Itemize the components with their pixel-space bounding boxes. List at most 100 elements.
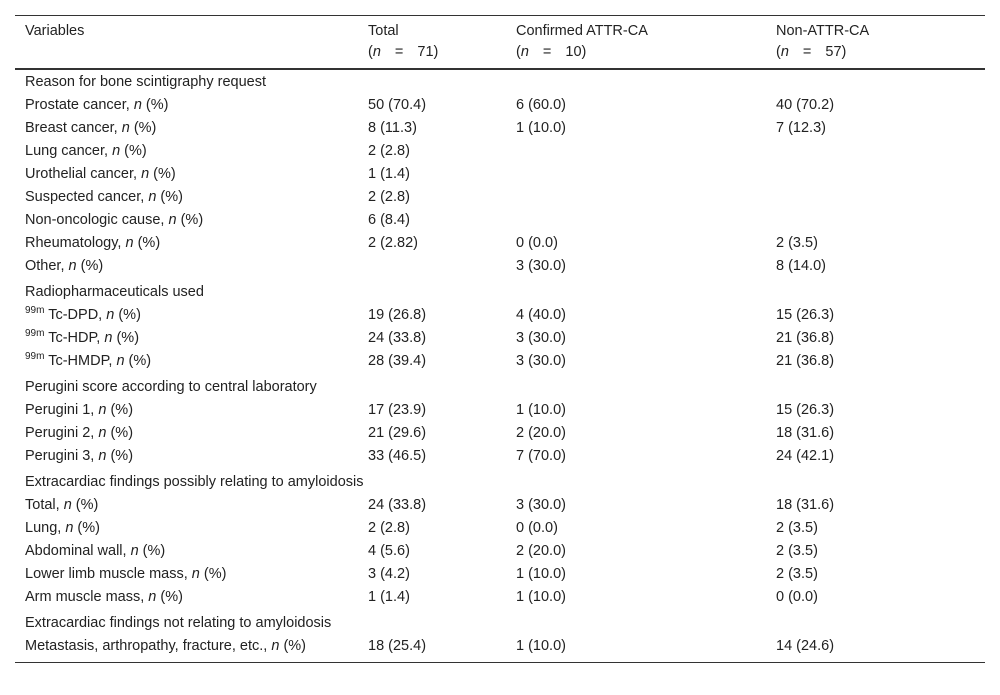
label-part: n [148, 589, 157, 605]
row-label-cell: Metastasis, arthropathy, fracture, etc.,… [15, 635, 368, 663]
row-label-cell: Other, n (%) [15, 255, 368, 278]
row-label-cell: Arm muscle mass, n (%) [15, 586, 368, 609]
label-part: (%) [279, 638, 307, 654]
label-part: (%) [71, 497, 99, 513]
sample-part: = [394, 44, 404, 60]
value-cell: 3 (4.2) [368, 566, 410, 582]
label-part: n [63, 497, 72, 513]
label-part: n [125, 235, 134, 251]
label-part: n [133, 97, 142, 113]
value-cell: 6 (60.0) [516, 97, 566, 113]
empty-cell [776, 186, 985, 209]
label-superscript: 99m [25, 351, 45, 362]
label-part: Rheumatology, [25, 235, 126, 251]
row-label-cell: Prostate cancer, n (%) [15, 94, 368, 117]
column-header: Non-ATTR-CA (n = 57) [776, 16, 985, 70]
row-label: Suspected cancer, n (%) [25, 186, 183, 209]
value-cell: 3 (30.0) [516, 353, 566, 369]
label-part: Non-oncologic cause, [25, 212, 169, 228]
data-table: Variables Total (n = 71) Confirmed ATTR-CA (n =… [15, 15, 985, 663]
label-part: (%) [138, 543, 166, 559]
label-superscript: 99m [25, 305, 45, 316]
sample-part: ( [776, 44, 781, 60]
label-part: n [121, 120, 130, 136]
row-label: Perugini 2, n (%) [25, 422, 133, 445]
row-label: Lung cancer, n (%) [25, 140, 147, 163]
sample-part: 10) [565, 44, 587, 60]
value-cell: 1 (10.0) [516, 638, 566, 654]
value-cell: 1 (10.0) [516, 120, 566, 136]
column-title: Non-ATTR-CA [776, 23, 870, 39]
section-heading: Reason for bone scintigraphy request [25, 74, 267, 90]
value-cell: 3 (30.0) [516, 330, 566, 346]
row-label-cell: Suspected cancer, n (%) [15, 186, 368, 209]
value-cell: 4 (40.0) [516, 307, 566, 323]
label-part: Tc-HMDP, [44, 353, 117, 369]
value-cell: 6 (8.4) [368, 212, 410, 228]
value-cell: 14 (24.6) [776, 638, 835, 654]
row-label: Metastasis, arthropathy, fracture, etc.,… [25, 635, 306, 658]
header-row: Variables Total (n = 71) Confirmed ATTR-CA (n =… [15, 16, 985, 70]
label-part: n [98, 425, 107, 441]
label-part: (%) [156, 189, 183, 205]
row-label: Lower limb muscle mass, n (%) [25, 563, 226, 586]
label-part: n [112, 143, 121, 159]
label-part: (%) [120, 143, 147, 159]
value-cell: 50 (70.4) [368, 97, 427, 113]
value-cell: 18 (31.6) [776, 497, 835, 513]
section-heading: Extracardiac findings possibly relating … [25, 474, 364, 490]
row-label-cell: 99m Tc-HMDP, n (%) [15, 350, 368, 373]
value-cell: 24 (33.8) [368, 330, 427, 346]
value-cell: 24 (33.8) [368, 497, 427, 513]
section-heading: Radiopharmaceuticals used [25, 284, 204, 300]
label-part: n [116, 353, 125, 369]
row-label-cell: Breast cancer, n (%) [15, 117, 368, 140]
empty-cell [516, 209, 776, 232]
data-row: Lower limb muscle mass, n (%) 3 (4.2) 1 (1… [15, 563, 985, 586]
column-title: Total [368, 23, 399, 39]
data-row: Prostate cancer, n (%) 50 (70.4) 6 (60.0) 4… [15, 94, 985, 117]
label-part: (%) [114, 307, 141, 323]
data-row: Rheumatology, n (%) 2 (2.82) 0 (0.0) 2 (3.5… [15, 232, 985, 255]
row-label-cell: Abdominal wall, n (%) [15, 540, 368, 563]
label-part: (%) [106, 448, 134, 464]
value-cell: 7 (70.0) [516, 448, 566, 464]
row-label: 99m Tc-DPD, n (%) [25, 304, 141, 327]
empty-cell [516, 186, 776, 209]
row-label-cell: Lower limb muscle mass, n (%) [15, 563, 368, 586]
label-part: n [130, 543, 139, 559]
row-label: Prostate cancer, n (%) [25, 94, 168, 117]
label-part: (%) [76, 258, 104, 274]
label-part: (%) [149, 166, 176, 182]
value-cell: 2 (3.5) [776, 235, 818, 251]
value-cell: 1 (10.0) [516, 566, 566, 582]
label-part: n [98, 402, 107, 418]
row-label-cell: Non-oncologic cause, n (%) [15, 209, 368, 232]
label-part: Perugini 2, [25, 425, 99, 441]
label-part: Breast cancer, [25, 120, 122, 136]
sample-part: n [372, 44, 381, 60]
column-header: Total (n = 71) [368, 16, 516, 70]
label-part: (%) [112, 330, 140, 346]
value-cell: 33 (46.5) [368, 448, 427, 464]
label-part: Abdominal wall, [25, 543, 131, 559]
row-label-cell: Total, n (%) [15, 494, 368, 517]
value-cell: 1 (1.4) [368, 166, 410, 182]
value-cell: 3 (30.0) [516, 258, 566, 274]
label-part: Prostate cancer, [25, 97, 134, 113]
value-cell: 21 (29.6) [368, 425, 427, 441]
label-part: (%) [106, 402, 134, 418]
section-row: Perugini score according to central labo… [15, 373, 985, 399]
sample-part: 57) [825, 44, 847, 60]
row-label: Arm muscle mass, n (%) [25, 586, 183, 609]
sample-part: ( [368, 44, 373, 60]
value-cell: 0 (0.0) [516, 235, 558, 251]
value-cell: 2 (3.5) [776, 566, 818, 582]
data-row: Arm muscle mass, n (%) 1 (1.4) 1 (10.0) 0 (… [15, 586, 985, 609]
label-part: (%) [199, 566, 227, 582]
data-row: Perugini 1, n (%) 17 (23.9) 1 (10.0) 15 (26… [15, 399, 985, 422]
section-row: Extracardiac findings not relating to am… [15, 609, 985, 635]
empty-cell [516, 163, 776, 186]
data-row: Suspected cancer, n (%) 2 (2.8) [15, 186, 985, 209]
row-label-cell: Rheumatology, n (%) [15, 232, 368, 255]
